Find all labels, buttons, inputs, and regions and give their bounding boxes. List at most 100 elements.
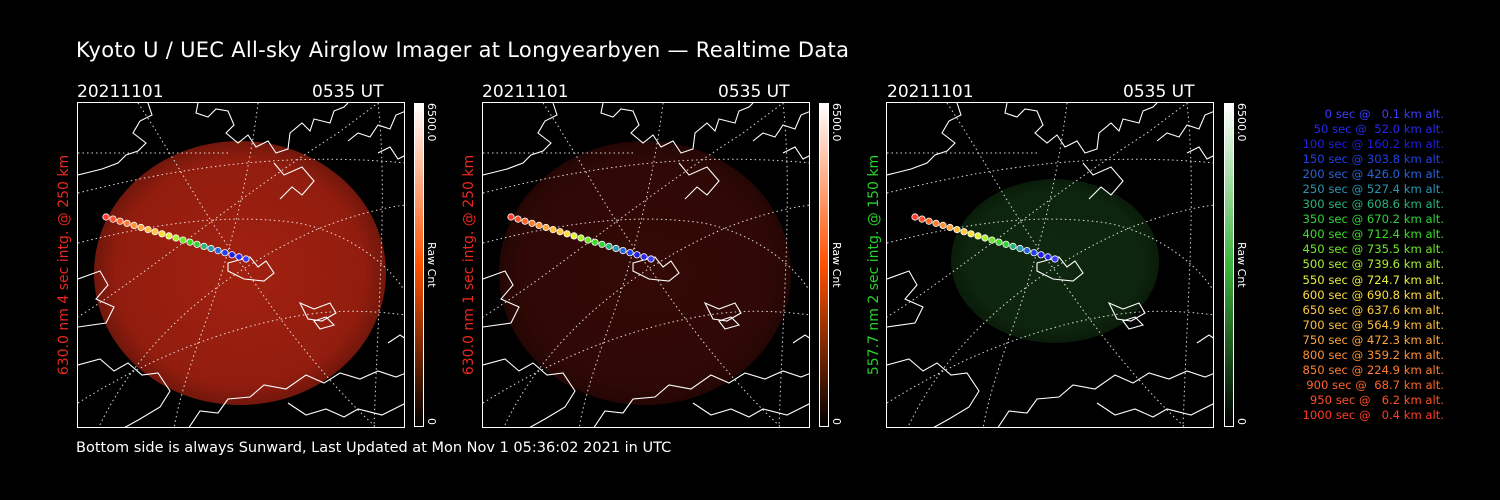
coastline [1036,256,1084,282]
coastline [78,358,171,427]
legend-item: 950 sec @ 6.2 km alt. [1309,392,1444,407]
coastline [782,146,809,160]
coastline [792,334,809,344]
trajectory-point [556,228,564,236]
trajectory-legend: 0 sec @ 0.1 km alt. 50 sec @ 52.0 km alt… [1262,107,1444,423]
coastline [78,103,153,176]
trajectory-point [214,247,222,255]
coastline [997,370,1213,427]
trajectory-point [116,217,124,225]
trajectory-point [186,238,194,246]
trajectory-point [577,234,585,242]
grid-line [137,103,377,427]
trajectory-point [981,234,989,242]
grid-line [887,103,1188,318]
coastline [600,103,754,154]
trajectory-point [130,221,138,230]
grid-line [887,158,1213,194]
trajectory-point [988,236,996,244]
coastline [1196,334,1213,344]
coastline [678,162,720,200]
coastline [1082,162,1124,200]
trajectory-point [640,253,648,261]
coastline [1004,103,1158,154]
trajectory-point [967,230,975,238]
trajectory-point [179,236,187,244]
coastline [287,402,404,418]
colorbar-title: Raw Cnt [425,242,438,288]
grid-line [542,103,782,427]
legend-item: 0 sec @ 0.1 km alt. [1324,107,1444,121]
grid-line [982,103,1068,427]
trajectory-point [528,219,536,227]
trajectory-point [598,240,606,248]
legend-item: 350 sec @ 670.2 km alt. [1302,212,1444,227]
trajectory-point [507,213,515,221]
grid-line [78,103,379,318]
legend-item: 100 sec @ 160.2 km alt. [1302,137,1444,152]
grid-line [373,103,383,427]
page-title: Kyoto U / UEC All-sky Airglow Imager at … [76,38,850,62]
legend-item: 300 sec @ 608.6 km alt. [1302,197,1444,212]
trajectory-point [228,251,236,259]
coastline [1107,301,1146,322]
coastline [593,370,809,427]
panel-date: 20211101 [887,82,974,102]
coastline [188,370,404,427]
grid-line [173,103,259,427]
allsky-image [886,102,1214,428]
trajectory-point [911,213,919,221]
panel-time: 0535 UT [718,82,790,102]
legend-item: 500 sec @ 739.6 km alt. [1302,257,1444,272]
trajectory-point [102,213,110,221]
legend-item: 1000 sec @ 0.4 km alt. [1302,407,1444,422]
coastline [692,402,809,418]
colorbar-min-label: 0 [1235,418,1248,425]
panel-date: 20211101 [77,82,164,102]
coastline [227,256,275,282]
trajectory-point [918,215,926,223]
trajectory-point [939,221,947,230]
trajectory-point [584,236,592,244]
allsky-image [482,102,810,428]
coastline [718,316,741,330]
colorbar-min-label: 0 [425,418,438,425]
airglow-field [94,141,386,405]
trajectory-point [200,242,208,250]
allsky-image [77,102,405,428]
colorbar [819,103,829,427]
trajectory-point [242,255,250,263]
coastline [632,256,680,282]
coastline [1096,402,1213,418]
trajectory-point [605,242,613,250]
trajectory-point [974,232,982,240]
coastline [1156,111,1213,142]
trajectory-point [151,228,159,236]
trajectory-point [591,238,599,246]
grid-line [483,103,784,318]
legend-item: 400 sec @ 712.4 km alt. [1302,227,1444,242]
coastline [313,316,336,330]
wavelength-label: 557.7 nm 2 sec intg. @ 150 km [866,154,882,376]
trajectory-point [123,219,131,227]
trajectory-point [172,234,180,242]
trajectory-point [1016,244,1024,253]
coastline [377,146,404,160]
trajectory-point [1023,247,1031,255]
trajectory-point [549,226,557,234]
coastline [298,301,337,322]
trajectory-point [221,249,229,257]
trajectory-point [925,217,933,225]
trajectory-point [514,215,522,223]
legend-item: 250 sec @ 527.4 km alt. [1302,182,1444,197]
legend-item: 800 sec @ 359.2 km alt. [1302,347,1444,362]
trajectory-point [626,249,634,257]
colorbar [1224,103,1234,427]
trajectory-point [995,238,1003,246]
coastline [887,358,980,427]
trajectory-point [1002,240,1010,248]
trajectory-point [1009,242,1017,250]
coastline [78,270,115,328]
legend-item: 50 sec @ 52.0 km alt. [1313,122,1444,137]
trajectory-point [570,232,578,240]
